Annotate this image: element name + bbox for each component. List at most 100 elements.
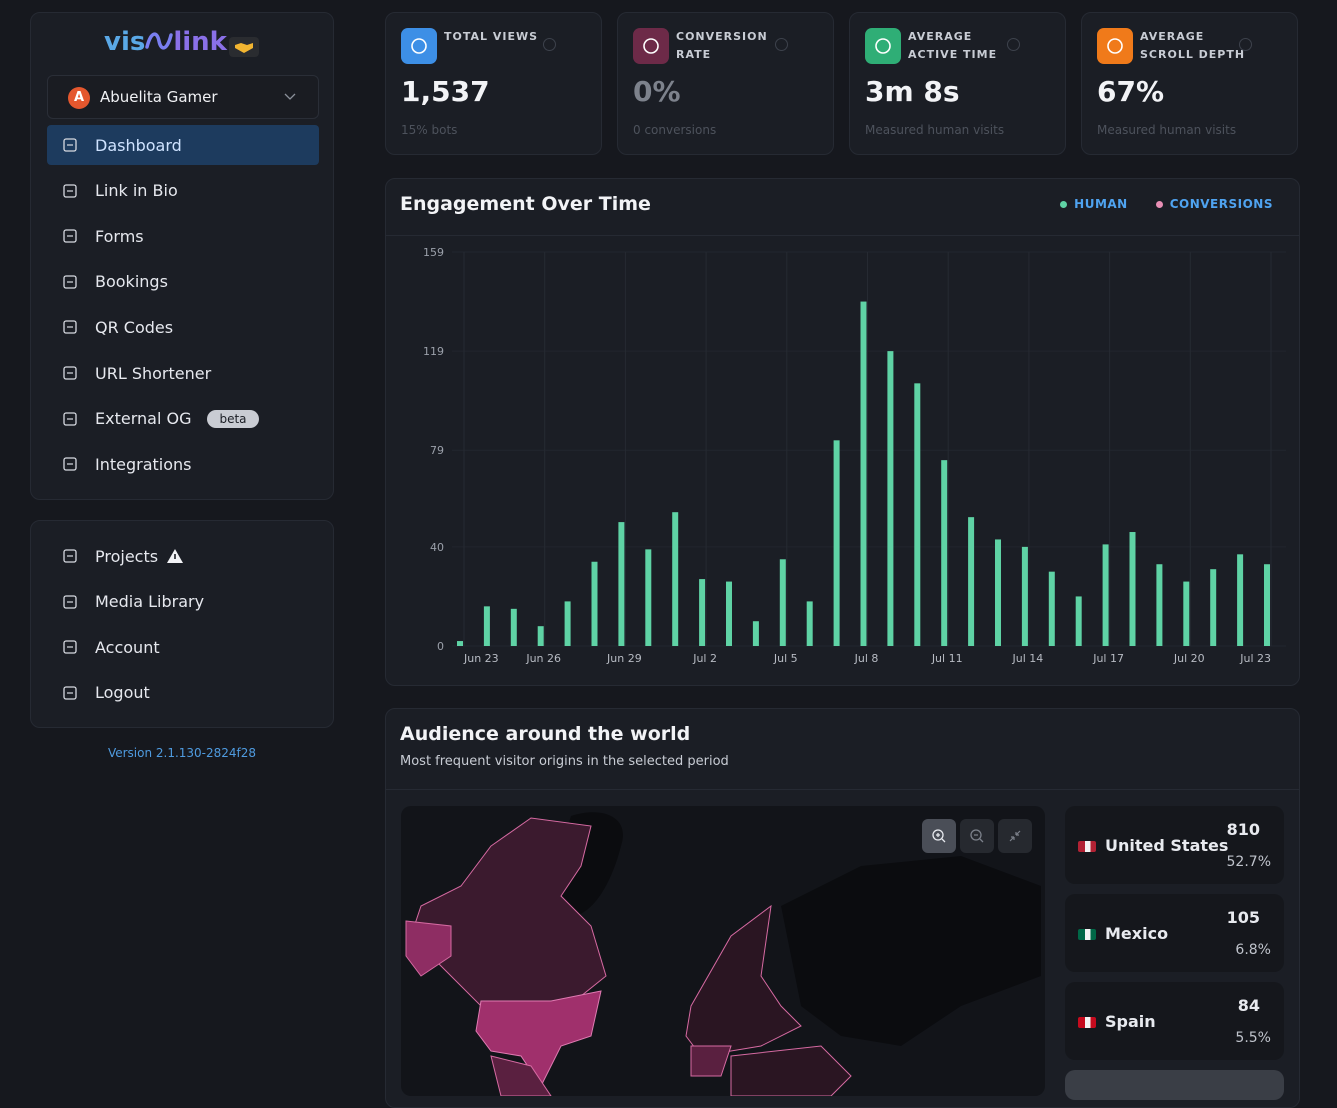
country-card: United States 810 52.7% xyxy=(1065,806,1284,884)
stat-label: CONVERSION RATE xyxy=(676,30,768,61)
audience-title: Audience around the world xyxy=(400,723,691,745)
icon-shape xyxy=(63,320,77,335)
bar xyxy=(968,517,975,646)
bar xyxy=(833,440,840,646)
divider xyxy=(386,789,1299,790)
stat-card: TOTAL VIEWS 1,537 15% bots xyxy=(385,12,602,155)
y-tick-label: 40 xyxy=(430,541,444,554)
stat-icon xyxy=(1097,28,1133,64)
info-icon xyxy=(1007,38,1020,51)
x-tick-label: Jul 11 xyxy=(931,652,963,665)
asia xyxy=(781,856,1041,1046)
flag xyxy=(1078,841,1096,852)
x-tick-label: Jul 17 xyxy=(1092,652,1124,665)
x-tick-label: Jun 23 xyxy=(463,652,499,665)
bar xyxy=(483,606,490,646)
nav-icon xyxy=(63,229,77,243)
bar xyxy=(645,549,652,646)
bar xyxy=(510,608,517,646)
stat-value: 3m 8s xyxy=(865,75,960,108)
nav-item[interactable]: Integrations xyxy=(47,444,319,484)
chart-card: Engagement Over Time HUMAN CONVERSIONS 0 4… xyxy=(385,178,1300,686)
bar xyxy=(941,460,948,646)
sidebar-secondary: Projects Media Library Account Logout xyxy=(30,520,334,728)
icon-shape xyxy=(63,640,77,654)
flag xyxy=(1078,929,1096,940)
icon-shape xyxy=(411,38,427,54)
warning-mark xyxy=(174,554,176,559)
nav-item[interactable]: Link in Bio xyxy=(47,171,319,211)
bar xyxy=(457,641,463,646)
stat-icon-glyph xyxy=(411,38,427,54)
chart: 0 40 79 119 159 Jun 23 Jun 26 Jun 29 Jul 2 Jul 5 J… xyxy=(423,246,1286,665)
y-tick-label: 119 xyxy=(423,345,444,358)
logo-left: vis xyxy=(104,27,146,57)
nav-item[interactable]: Account xyxy=(47,627,319,667)
legend-label: HUMAN xyxy=(1074,197,1128,211)
stat-value: 1,537 xyxy=(401,75,490,108)
stat-icon xyxy=(401,28,437,64)
nav-label: Integrations xyxy=(95,454,192,474)
stat-note: 0 conversions xyxy=(633,123,717,137)
logo: vis link xyxy=(104,27,227,57)
nav-icon xyxy=(63,549,77,563)
nav-label: Projects xyxy=(95,546,159,566)
nav-item[interactable]: Projects xyxy=(47,536,319,576)
country-name: Mexico xyxy=(1105,924,1169,943)
country-count: 105 xyxy=(1226,908,1260,927)
nav-label: Dashboard xyxy=(95,135,182,155)
nav-label: Account xyxy=(95,637,160,657)
stat-note: Measured human visits xyxy=(865,123,1005,137)
nav-item[interactable]: Forms xyxy=(47,216,319,256)
reset-icon xyxy=(1009,830,1021,842)
map-svg xyxy=(405,812,1041,1096)
country-name: Spain xyxy=(1105,1012,1156,1031)
bar xyxy=(1102,544,1109,646)
divider xyxy=(386,235,1299,236)
stat-icon-glyph xyxy=(643,38,659,54)
bar xyxy=(564,601,571,646)
nav-icon xyxy=(63,411,77,426)
stat-icon xyxy=(633,28,669,64)
country-count: 810 xyxy=(1226,820,1260,839)
nav-icon xyxy=(63,275,77,289)
icon-shape xyxy=(875,38,891,54)
nav-item[interactable]: URL Shortener xyxy=(47,353,319,393)
x-tick-label: Jul 14 xyxy=(1012,652,1044,665)
icon-shape xyxy=(63,549,77,563)
bar xyxy=(1237,554,1244,646)
warning-icon xyxy=(167,549,184,563)
nav-item[interactable]: Logout xyxy=(47,673,319,713)
y-tick-label: 159 xyxy=(423,246,444,259)
nav-item[interactable]: Bookings xyxy=(47,262,319,302)
flag xyxy=(1078,1017,1096,1028)
europe xyxy=(685,904,802,1057)
country-share: 6.8% xyxy=(1235,942,1271,958)
nav-item[interactable]: External OG beta xyxy=(47,399,319,439)
nav-item[interactable]: QR Codes xyxy=(47,307,319,347)
audience-card: Audience around the world Most frequent … xyxy=(385,708,1300,1108)
info-icon xyxy=(543,38,556,51)
bar xyxy=(1183,581,1190,646)
country-card: Mexico 105 6.8% xyxy=(1065,894,1284,972)
icon-shape xyxy=(63,183,77,198)
x-tick-label: Jul 23 xyxy=(1239,652,1271,665)
workspace-select[interactable]: A Abuelita Gamer xyxy=(47,75,319,119)
nav-label: Bookings xyxy=(95,272,168,292)
zoom-in[interactable] xyxy=(922,819,956,853)
stat-value: 67% xyxy=(1097,75,1165,108)
nav-item[interactable]: Dashboard xyxy=(47,125,319,165)
nav-item[interactable]: Media Library xyxy=(47,582,319,622)
workspace-avatar: A xyxy=(68,87,90,109)
world-map[interactable] xyxy=(401,806,1045,1096)
africa-mideast xyxy=(730,1045,852,1096)
stat-card: AVERAGE ACTIVE TIME 3m 8s Measured human v… xyxy=(849,12,1066,155)
reset-zoom[interactable] xyxy=(998,819,1032,853)
x-tick-label: Jul 8 xyxy=(854,652,879,665)
nav-icon xyxy=(63,594,77,609)
icon-shape xyxy=(1107,38,1123,54)
nav-label: Forms xyxy=(95,226,144,246)
legend-item: CONVERSIONS xyxy=(1155,197,1273,211)
zoom-out[interactable] xyxy=(960,819,994,853)
handshake-icon xyxy=(235,43,253,53)
